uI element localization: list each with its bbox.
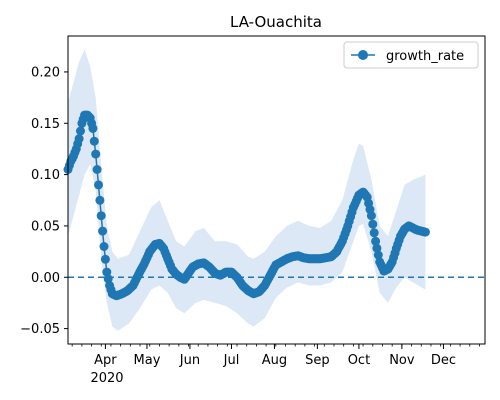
y-tick-label: 0.15	[31, 117, 60, 132]
x-year-label: 2020	[90, 371, 123, 386]
x-tick-label: Jul	[223, 353, 240, 368]
band-area	[68, 49, 426, 331]
series-markers	[63, 110, 430, 301]
y-axis-ticks: 0.20 0.15 0.10 0.05 0.00 −0.05	[20, 65, 68, 337]
chart-title: LA-Ouachita	[230, 13, 322, 31]
data-point	[99, 242, 109, 251]
legend: growth_rate	[343, 41, 479, 69]
x-tick-label: Jun	[179, 353, 200, 368]
data-point	[420, 227, 430, 237]
data-point	[95, 195, 105, 205]
data-point	[92, 165, 102, 174]
x-tick-label: May	[134, 353, 161, 368]
data-point	[368, 219, 378, 229]
data-point	[371, 236, 381, 246]
data-point	[372, 243, 382, 253]
data-point	[96, 211, 106, 221]
x-tick-label: Sep	[305, 353, 330, 368]
y-tick-label: 0.00	[31, 271, 60, 286]
data-point	[88, 123, 98, 133]
x-tick-label: Apr	[94, 353, 117, 368]
data-point	[369, 228, 379, 238]
plot-frame	[67, 35, 486, 345]
data-point	[89, 136, 99, 146]
legend-label: growth_rate	[386, 49, 464, 64]
legend-marker	[358, 50, 368, 60]
data-point	[366, 211, 376, 221]
uncertainty-band	[68, 49, 426, 331]
data-point	[74, 134, 84, 144]
data-point	[102, 267, 112, 277]
y-tick-label: 0.05	[31, 219, 60, 234]
data-point	[94, 180, 103, 190]
y-tick-label: −0.05	[20, 322, 60, 337]
data-point	[76, 126, 85, 136]
data-point	[373, 250, 383, 260]
data-point	[91, 149, 101, 159]
x-tick-label: Oct	[348, 353, 370, 368]
data-point	[98, 226, 108, 236]
x-tick-label: Dec	[431, 353, 456, 368]
y-tick-label: 0.20	[31, 65, 60, 80]
x-tick-label: Nov	[389, 353, 415, 368]
legend-box	[343, 41, 479, 69]
data-point	[100, 254, 110, 264]
y-tick-label: 0.10	[31, 168, 60, 183]
x-axis-ticks: Apr May Jun Jul Aug Sep Oct Nov Dec	[71, 344, 480, 368]
x-tick-label: Aug	[262, 353, 287, 368]
data-point	[103, 274, 113, 284]
